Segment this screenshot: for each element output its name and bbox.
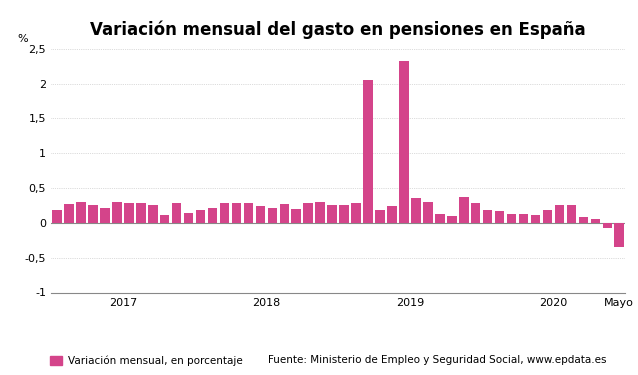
Bar [88,206,98,223]
Bar [423,202,433,223]
Bar [352,203,361,223]
Bar [531,215,540,223]
Bar [602,223,612,228]
Bar [554,206,564,223]
Bar [375,210,385,223]
Bar [136,203,145,223]
Bar [387,206,397,223]
Bar [435,214,445,223]
Bar [339,206,349,223]
Bar [279,204,289,223]
Legend: Variación mensual, en porcentaje: Variación mensual, en porcentaje [50,356,242,366]
Bar [543,210,553,223]
Bar [76,202,85,223]
Bar [315,202,325,223]
Bar [591,219,600,223]
Text: Fuente: Ministerio de Empleo y Seguridad Social, www.epdata.es: Fuente: Ministerio de Empleo y Seguridad… [268,355,607,365]
Bar [244,203,253,223]
Bar [148,206,158,223]
Bar [267,207,277,223]
Bar [232,202,241,223]
Bar [411,198,420,223]
Bar [208,207,218,223]
Bar [64,204,74,223]
Bar [483,210,493,223]
Bar [304,202,313,223]
Bar [112,202,122,223]
Bar [52,210,62,223]
Bar [579,217,588,223]
Bar [363,80,373,223]
Bar [471,203,480,223]
Bar [495,211,505,223]
Bar [184,213,193,223]
Bar [447,216,457,223]
Bar [100,207,110,223]
Title: Variación mensual del gasto en pensiones en España: Variación mensual del gasto en pensiones… [91,20,586,39]
Bar [519,214,528,223]
Bar [567,206,576,223]
Bar [256,206,265,223]
Bar [219,203,229,223]
Bar [507,214,516,223]
Bar [614,223,624,247]
Bar [327,205,337,223]
Bar [292,209,301,223]
Bar [196,210,205,223]
Bar [160,214,170,223]
Bar [172,202,181,223]
Bar [459,197,468,223]
Bar [399,61,409,223]
Bar [124,203,133,223]
Y-axis label: %: % [17,34,27,44]
